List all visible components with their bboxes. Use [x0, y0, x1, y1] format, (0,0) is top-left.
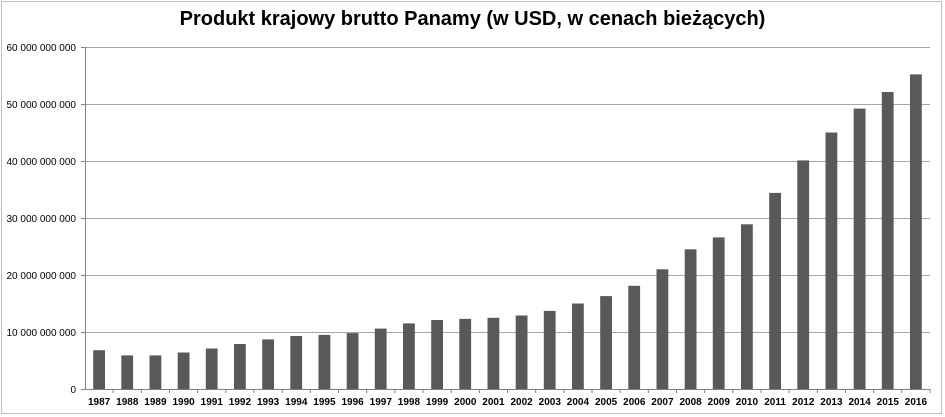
- bar-1999: [431, 320, 443, 389]
- x-tick-label: 2007: [651, 397, 674, 408]
- x-tick-label: 2005: [595, 397, 618, 408]
- x-tick-label: 1995: [313, 397, 336, 408]
- x-tick-label: 1999: [426, 397, 449, 408]
- bar-2006: [628, 285, 641, 389]
- bar-1989: [149, 355, 162, 389]
- bar-2001: [487, 317, 500, 390]
- bar-2010: [741, 224, 753, 389]
- x-tick-label: 2002: [510, 397, 533, 408]
- x-tick-label: 2000: [454, 397, 477, 408]
- bar-2013: [825, 132, 838, 389]
- x-tick-label: 2009: [708, 397, 731, 408]
- bar-1997: [374, 328, 387, 389]
- bar-2002: [515, 315, 528, 389]
- bar-1987: [93, 350, 105, 389]
- x-tick-label: 1997: [370, 397, 393, 408]
- x-tick-label: 1988: [116, 397, 139, 408]
- bar-2004: [572, 303, 584, 389]
- x-tick-label: 2012: [792, 397, 815, 408]
- bar-2000: [459, 318, 472, 389]
- bar-1998: [403, 323, 415, 389]
- bar-1995: [318, 334, 331, 389]
- y-tick-label: 40 000 000 000: [6, 157, 76, 168]
- bar-1991: [205, 348, 218, 389]
- x-tick-label: 2006: [623, 397, 646, 408]
- gridlines: [85, 47, 930, 333]
- x-tick-label: 2003: [539, 397, 562, 408]
- x-tick-label: 2001: [482, 397, 505, 408]
- bar-2005: [600, 296, 612, 389]
- bar-2015: [881, 92, 894, 389]
- y-tick-label: 10 000 000 000: [6, 328, 76, 339]
- x-tick-label: 1989: [144, 397, 167, 408]
- bar-1996: [346, 333, 359, 389]
- x-tick-label: 1998: [398, 397, 421, 408]
- bar-2007: [656, 269, 669, 389]
- bar-1994: [290, 336, 303, 389]
- bar-2012: [797, 160, 810, 389]
- x-tick-label: 1992: [229, 397, 252, 408]
- y-tick-label: 0: [70, 385, 76, 396]
- x-axis-ticks: 1987 1988 1989 1990 1991 1992 1993 1994 1995 1996…: [88, 389, 931, 408]
- x-tick-label: 2010: [736, 397, 759, 408]
- bar-2011: [769, 192, 781, 389]
- x-tick-label: 2015: [877, 397, 900, 408]
- bar-2016: [910, 74, 922, 390]
- y-tick-label: 20 000 000 000: [6, 271, 76, 282]
- y-axis-ticks: 0 10 000 000 000 20 000 000 000 30 000 000 …: [6, 43, 85, 396]
- bar-2008: [684, 249, 697, 389]
- x-tick-label: 2013: [820, 397, 843, 408]
- bar-2003: [543, 310, 556, 389]
- bar-2009: [712, 237, 725, 389]
- bar-1993: [262, 339, 274, 389]
- x-tick-label: 2016: [905, 397, 928, 408]
- y-tick-label: 30 000 000 000: [6, 214, 76, 225]
- x-tick-label: 1990: [172, 397, 195, 408]
- x-tick-label: 2014: [848, 397, 871, 408]
- bar-1990: [177, 352, 190, 389]
- bar-2014: [853, 108, 866, 389]
- y-tick-label: 50 000 000 000: [6, 100, 76, 111]
- x-tick-label: 1996: [341, 397, 364, 408]
- x-tick-label: 2011: [764, 397, 786, 408]
- x-tick-label: 2008: [679, 397, 702, 408]
- x-tick-label: 1987: [88, 397, 111, 408]
- bar-1992: [234, 344, 246, 389]
- x-tick-label: 1994: [285, 397, 308, 408]
- x-tick-label: 1993: [257, 397, 280, 408]
- x-tick-label: 1991: [201, 397, 224, 408]
- y-tick-label: 60 000 000 000: [6, 43, 76, 54]
- bar-1988: [121, 355, 134, 389]
- chart-title: Produkt krajowy brutto Panamy (w USD, w …: [179, 8, 766, 30]
- x-tick-label: 2004: [567, 397, 590, 408]
- bars: [93, 74, 922, 390]
